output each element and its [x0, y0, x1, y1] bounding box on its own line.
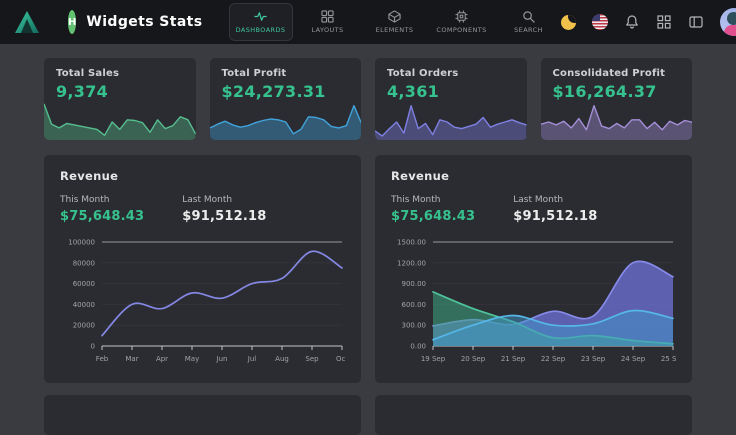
revenue-stats: This Month $75,648.43 Last Month $91,512… — [391, 195, 676, 224]
svg-text:19 Sep: 19 Sep — [421, 355, 446, 363]
svg-text:1500.00: 1500.00 — [397, 239, 426, 247]
last-month-stat: Last Month $91,512.18 — [182, 195, 266, 224]
cpu-icon — [455, 10, 468, 23]
svg-text:Sep: Sep — [305, 355, 319, 363]
stat-card-total-profit: Total Profit $24,273.31 — [210, 58, 362, 140]
nav-item-label: SEARCH — [514, 26, 543, 34]
brand-logo-icon[interactable] — [14, 10, 40, 34]
svg-text:Oct: Oct — [336, 355, 345, 363]
stat-cards-row: Total Sales 9,374 Total Profit $24,273.3… — [44, 58, 692, 140]
stat-value: 9,374 — [56, 82, 184, 101]
bell-icon[interactable] — [624, 14, 640, 30]
svg-text:1200.00: 1200.00 — [397, 259, 426, 267]
nav-item-label: COMPONENTS — [436, 26, 486, 34]
total-sales-sparkline — [44, 100, 196, 140]
search-icon — [522, 10, 535, 23]
svg-text:23 Sep: 23 Sep — [581, 355, 606, 363]
this-month-label: This Month — [391, 195, 475, 205]
svg-text:100000: 100000 — [68, 239, 95, 247]
last-month-value: $91,512.18 — [513, 209, 597, 224]
stat-label: Total Profit — [222, 68, 350, 79]
stat-card-total-sales: Total Sales 9,374 — [44, 58, 196, 140]
box-icon — [388, 10, 401, 23]
total-orders-sparkline — [375, 100, 527, 140]
stat-card-total-orders: Total Orders 4,361 — [375, 58, 527, 140]
page-title: Widgets Stats — [86, 14, 202, 30]
svg-text:Aug: Aug — [275, 355, 289, 363]
revenue-card-daily: Revenue This Month $75,648.43 Last Month… — [375, 155, 692, 383]
nav-item-components[interactable]: COMPONENTS — [430, 3, 494, 41]
user-avatar[interactable] — [720, 8, 736, 36]
svg-text:21 Sep: 21 Sep — [501, 355, 526, 363]
svg-text:Feb: Feb — [96, 355, 109, 363]
svg-text:0.00: 0.00 — [410, 343, 426, 351]
this-month-stat: This Month $75,648.43 — [60, 195, 144, 224]
navbar-actions — [561, 8, 736, 36]
svg-text:24 Sep: 24 Sep — [621, 355, 646, 363]
bottom-card-left — [44, 395, 361, 435]
stat-value: $24,273.31 — [222, 82, 350, 101]
revenue-cards-row: Revenue This Month $75,648.43 Last Month… — [44, 155, 692, 383]
card-title: Revenue — [60, 169, 345, 183]
stat-label: Total Orders — [387, 68, 515, 79]
main-nav: DASHBOARDS LAYOUTS ELEMENTS COMPONENTS S… — [229, 3, 561, 41]
nav-item-elements[interactable]: ELEMENTS — [363, 3, 427, 41]
this-month-value: $75,648.43 — [391, 209, 475, 224]
apps-grid-icon[interactable] — [656, 14, 672, 30]
svg-text:40000: 40000 — [73, 301, 95, 309]
revenue-stats: This Month $75,648.43 Last Month $91,512… — [60, 195, 345, 224]
revenue-monthly-line-chart: 0 20000 40000 60000 80000 100000 Feb Mar Apr May J… — [60, 232, 345, 372]
svg-text:Mar: Mar — [125, 355, 138, 363]
consolidated-profit-sparkline — [541, 100, 693, 140]
svg-text:May: May — [185, 355, 199, 363]
svg-text:22 Sep: 22 Sep — [541, 355, 566, 363]
activity-icon — [254, 10, 267, 23]
svg-text:80000: 80000 — [73, 259, 95, 267]
last-month-label: Last Month — [513, 195, 597, 205]
svg-text:300.00: 300.00 — [402, 322, 427, 330]
svg-text:25 Sep: 25 Sep — [661, 355, 676, 363]
svg-text:Jun: Jun — [216, 355, 228, 363]
nav-item-label: DASHBOARDS — [236, 26, 286, 34]
bottom-cards-row — [44, 395, 692, 435]
nav-item-search[interactable]: SEARCH — [497, 3, 561, 41]
top-navbar: H Widgets Stats DASHBOARDS LAYOUTS ELEME… — [0, 0, 736, 44]
moon-icon[interactable] — [561, 15, 576, 30]
nav-item-label: LAYOUTS — [311, 26, 343, 34]
card-title: Revenue — [391, 169, 676, 183]
svg-text:Jul: Jul — [247, 355, 257, 363]
this-month-value: $75,648.43 — [60, 209, 144, 224]
svg-text:Apr: Apr — [156, 355, 168, 363]
nav-item-layouts[interactable]: LAYOUTS — [296, 3, 360, 41]
stat-value: 4,361 — [387, 82, 515, 101]
nav-item-label: ELEMENTS — [376, 26, 414, 34]
brand-avatar: H — [68, 10, 76, 34]
this-month-label: This Month — [60, 195, 144, 205]
stat-label: Total Sales — [56, 68, 184, 79]
svg-text:600.00: 600.00 — [402, 301, 427, 309]
svg-text:20000: 20000 — [73, 322, 95, 330]
stat-value: $16,264.37 — [553, 82, 681, 101]
last-month-value: $91,512.18 — [182, 209, 266, 224]
layout-grid-icon — [321, 10, 334, 23]
sidebar-toggle-icon[interactable] — [688, 14, 704, 30]
svg-text:900.00: 900.00 — [402, 280, 427, 288]
stat-card-consolidated-profit: Consolidated Profit $16,264.37 — [541, 58, 693, 140]
dashboard-content: Total Sales 9,374 Total Profit $24,273.3… — [0, 44, 736, 435]
us-flag-icon[interactable] — [592, 14, 608, 30]
last-month-stat: Last Month $91,512.18 — [513, 195, 597, 224]
revenue-card-monthly: Revenue This Month $75,648.43 Last Month… — [44, 155, 361, 383]
svg-text:60000: 60000 — [73, 280, 95, 288]
this-month-stat: This Month $75,648.43 — [391, 195, 475, 224]
revenue-daily-area-chart: 0.00 300.00 600.00 900.00 1200.00 1500.00 19 S… — [391, 232, 676, 372]
total-profit-sparkline — [210, 100, 362, 140]
bottom-card-right — [375, 395, 692, 435]
svg-text:0: 0 — [91, 343, 95, 351]
last-month-label: Last Month — [182, 195, 266, 205]
stat-label: Consolidated Profit — [553, 68, 681, 79]
nav-item-dashboards[interactable]: DASHBOARDS — [229, 3, 293, 41]
svg-text:20 Sep: 20 Sep — [461, 355, 486, 363]
